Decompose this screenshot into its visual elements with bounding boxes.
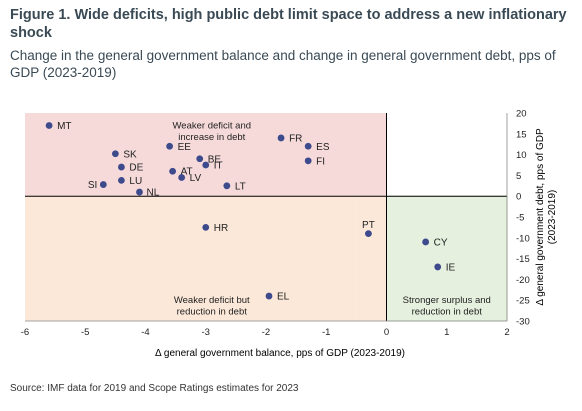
- point-label-mt: MT: [57, 121, 71, 132]
- point-at: [169, 167, 177, 175]
- x-tick-label: -2: [262, 327, 270, 338]
- point-label-ee: EE: [178, 142, 192, 153]
- chart-subtitle: Change in the general government balance…: [10, 48, 556, 80]
- source-note: Source: IMF data for 2019 and Scope Rati…: [10, 383, 299, 394]
- region-label-green: Stronger surplus and: [403, 295, 491, 306]
- region-upper: [25, 113, 387, 197]
- x-tick-label: 2: [504, 327, 509, 338]
- x-tick-label: -5: [81, 327, 89, 338]
- point-ie: [434, 263, 442, 271]
- point-sk: [111, 150, 119, 158]
- point-label-hr: HR: [214, 223, 228, 234]
- point-lu: [118, 176, 125, 184]
- x-tick-label: -6: [21, 327, 29, 338]
- point-label-lu: LU: [129, 176, 142, 187]
- region-label-upper: Weaker deficit and: [173, 120, 252, 131]
- point-be: [196, 155, 204, 163]
- region-green: [386, 196, 507, 321]
- y-axis-label-line: Δ general government debt, pps of GDP(20…: [535, 128, 558, 306]
- point-label-fi: FI: [316, 156, 325, 167]
- point-cy: [422, 238, 430, 246]
- point-lt: [223, 182, 231, 190]
- point-label-lt: LT: [235, 181, 246, 192]
- point-label-el: EL: [277, 292, 290, 303]
- region-label-upper: increase in debt: [178, 132, 245, 143]
- y-tick-label: 10: [516, 150, 527, 161]
- point-label-lv: LV: [190, 173, 202, 184]
- x-tick-label: -1: [322, 327, 330, 338]
- points-layer: MT SK EE DE LU SI NL BE AT IT LV LT FR ES FI HR PT CY IE EL: [45, 121, 456, 303]
- y-axis-label-part: (2023-2019): [547, 190, 558, 244]
- point-el: [265, 292, 273, 300]
- regions-layer: [25, 113, 508, 322]
- point-nl: [136, 188, 143, 196]
- point-label-it: IT: [214, 161, 223, 172]
- y-tick-label: -5: [516, 213, 524, 224]
- point-label-si: SI: [88, 180, 97, 191]
- point-label-de: DE: [129, 163, 143, 174]
- y-tick-label: 5: [516, 171, 521, 182]
- point-pt: [365, 230, 372, 238]
- point-hr: [202, 224, 210, 231]
- point-fi: [304, 157, 312, 165]
- region-label-lower: reduction in debt: [177, 307, 248, 318]
- point-label-at: AT: [181, 167, 193, 178]
- x-tick-label: 0: [384, 327, 389, 338]
- region-lower: [25, 196, 357, 321]
- point-lv: [178, 174, 186, 181]
- y-tick-label: -10: [516, 233, 530, 244]
- point-es: [304, 142, 312, 150]
- region-label-green: reduction in debt: [412, 307, 483, 318]
- point-label-pt: PT: [362, 220, 375, 231]
- y-axis-label-part: Δ general government debt, pps of GDP: [535, 128, 546, 306]
- point-de: [118, 163, 125, 171]
- y-tick-label: 0: [516, 192, 521, 203]
- y-tick-label: -15: [516, 254, 530, 265]
- region-lower-extension: [356, 196, 387, 321]
- y-tick-label: 15: [516, 129, 527, 140]
- y-tick-label: 20: [516, 109, 527, 120]
- y-tick-label: -25: [516, 296, 530, 307]
- point-label-nl: NL: [146, 188, 159, 199]
- y-tick-label: -20: [516, 275, 530, 286]
- y-tick-label: -30: [516, 317, 530, 328]
- point-label-sk: SK: [123, 149, 137, 160]
- point-it: [202, 161, 210, 169]
- x-tick-label: -3: [202, 327, 210, 338]
- point-label-cy: CY: [434, 237, 448, 248]
- point-label-fr: FR: [289, 133, 302, 144]
- x-tick-label: -4: [141, 327, 149, 338]
- point-ee: [166, 142, 174, 150]
- x-tick-label: 1: [444, 327, 449, 338]
- chart-title: Figure 1. Wide deficits, high public deb…: [10, 7, 567, 41]
- point-label-es: ES: [316, 142, 330, 153]
- point-si: [99, 181, 107, 188]
- axes-layer: [25, 113, 508, 322]
- point-label-ie: IE: [446, 262, 456, 273]
- region-label-lower: Weaker deficit but: [174, 295, 250, 306]
- point-mt: [45, 122, 53, 129]
- point-fr: [277, 134, 285, 142]
- x-axis-label: Δ general government balance, pps of GDP…: [155, 348, 405, 359]
- point-label-be: BE: [208, 154, 222, 165]
